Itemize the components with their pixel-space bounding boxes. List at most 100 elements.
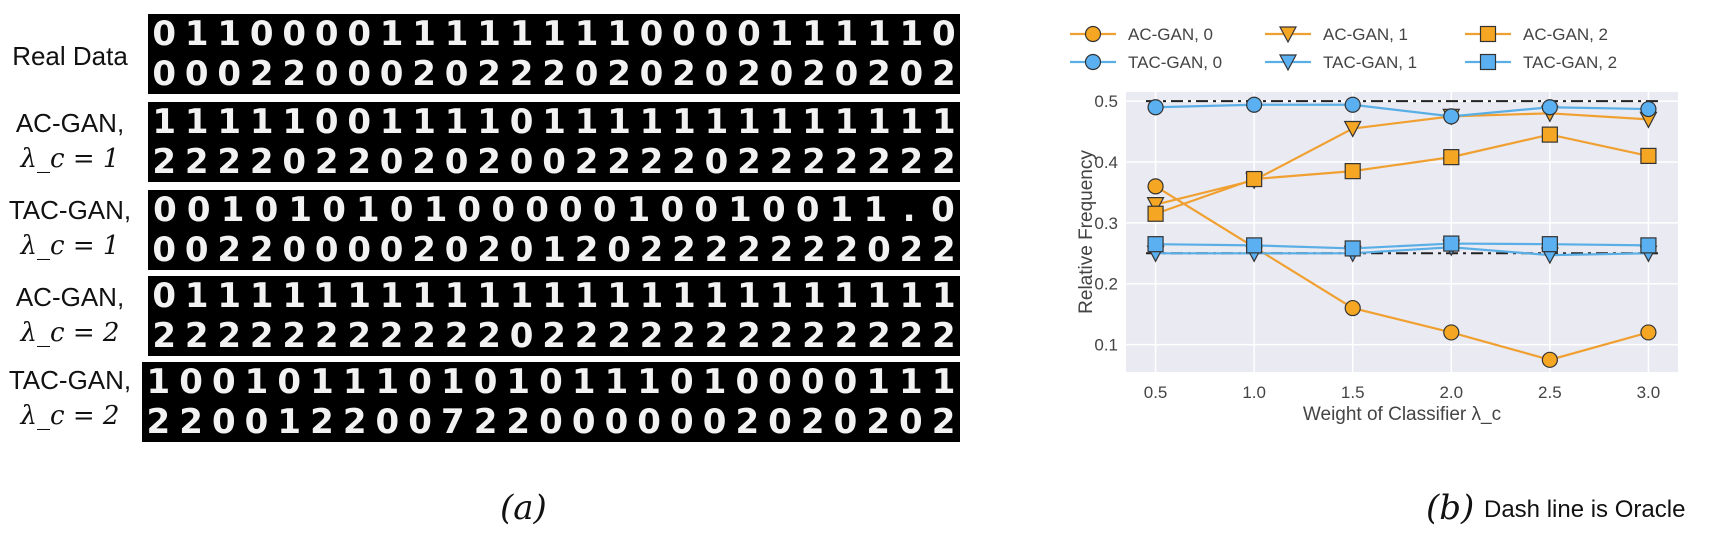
digit-sample: 2 (704, 230, 729, 270)
digit-sample: 2 (834, 142, 859, 182)
digit-sample: 0 (347, 54, 371, 94)
caption-a: (a) (500, 488, 547, 528)
digit-sample: 1 (704, 276, 729, 316)
digit-sample: 2 (342, 402, 367, 442)
series-line (1155, 133, 1649, 215)
data-point (1541, 351, 1558, 368)
data-point (1443, 235, 1460, 252)
digit-sample: 1 (829, 190, 854, 230)
data-point (1640, 324, 1657, 341)
digit-sample: 1 (440, 362, 465, 402)
digit-sample: 2 (473, 402, 498, 442)
digit-sample: 1 (509, 276, 534, 316)
digit-sample: 2 (802, 230, 826, 270)
digit-sample: 2 (249, 316, 274, 356)
digit-sample: 2 (347, 316, 371, 356)
digit-sample: 2 (737, 230, 761, 270)
digit-sample: 1 (702, 362, 727, 402)
series-line (1155, 242, 1649, 250)
digit-sample: 1 (728, 190, 752, 230)
digit-sample: 1 (704, 102, 729, 142)
digit-sample: 0 (379, 230, 404, 270)
row-label-line2: λ_c = 2 (20, 401, 120, 431)
digit-sample: 0 (899, 54, 924, 94)
digit-sample: 0 (282, 142, 307, 182)
digit-sample: 0 (314, 230, 339, 270)
digit-sample: 0 (152, 14, 177, 54)
row-label-line1: Real Data (12, 41, 128, 71)
data-point (1443, 108, 1460, 125)
digit-sample: 1 (639, 276, 664, 316)
data-point (1443, 324, 1460, 341)
digit-sample: 0 (509, 316, 534, 356)
digit-sample: 2 (899, 142, 924, 182)
data-point (1443, 149, 1460, 166)
digit-sample: 1 (220, 190, 245, 230)
digit-sample: 1 (863, 190, 888, 230)
digit-sample: 0 (672, 14, 696, 54)
digit-sample: 2 (314, 316, 339, 356)
digit-sample: 2 (672, 316, 696, 356)
digit-sample: 0 (604, 402, 629, 442)
digit-sample: 0 (834, 54, 859, 94)
digit-sample: 2 (737, 142, 761, 182)
y-tick-label: 0.4 (1094, 153, 1118, 172)
digit-sample: 2 (412, 54, 436, 94)
digit-sample: 1 (506, 362, 531, 402)
digit-sample: 1 (152, 102, 177, 142)
digit-sample: 2 (672, 230, 696, 270)
digit-sample: 1 (931, 362, 956, 402)
digit-sample: 2 (932, 54, 956, 94)
digit-sample: 2 (412, 142, 436, 182)
digit-sample: 1 (314, 276, 339, 316)
digit-sample: 2 (179, 402, 203, 442)
digit-sample: 0 (932, 14, 956, 54)
digit-sample: 2 (509, 54, 534, 94)
digit-sample: 1 (477, 14, 501, 54)
digit-sample: 0 (347, 14, 371, 54)
digit-sample: 1 (277, 402, 302, 442)
data-point (1147, 178, 1164, 195)
digit-sample: 0 (539, 362, 563, 402)
digit-sample: 0 (702, 402, 727, 442)
data-point (1640, 147, 1657, 165)
row-label-line1: TAC-GAN, (8, 195, 132, 225)
row-label-line2: λ_c = 1 (20, 144, 120, 174)
data-point (1246, 96, 1263, 113)
digit-sample: 2 (769, 316, 794, 356)
digit-sample: 0 (347, 230, 371, 270)
digit-sample: 0 (444, 54, 469, 94)
digit-sample: 1 (184, 276, 209, 316)
digit-sample: 1 (574, 102, 599, 142)
digit-sample: 2 (146, 402, 171, 442)
digit-sample: 2 (217, 142, 242, 182)
digit-sample: 2 (506, 402, 531, 442)
series-line (1154, 185, 1649, 361)
legend-label: TAC-GAN, 2 (1523, 53, 1617, 72)
digit-sample: 1 (477, 102, 501, 142)
digit-sample: 1 (571, 362, 596, 402)
digit-sample: 1 (867, 102, 891, 142)
digit-sample: 2 (574, 142, 599, 182)
digit-sample: 1 (932, 276, 956, 316)
digit-sample: 1 (604, 362, 629, 402)
digit-sample: 2 (379, 316, 404, 356)
digit-sample: 1 (356, 190, 380, 230)
digit-sample: 0 (795, 190, 820, 230)
row-label-tac-gan-2: TAC-GAN, λ_c = 2 (0, 362, 140, 434)
digit-sample: 1 (379, 14, 404, 54)
row-label-line1: TAC-GAN, (8, 365, 132, 395)
digit-sample: 1 (607, 276, 631, 316)
digit-sample: 0 (375, 402, 400, 442)
digit-sample: 2 (932, 316, 956, 356)
digit-sample: 2 (282, 316, 307, 356)
digit-sample: 1 (607, 102, 631, 142)
series-line (1155, 103, 1649, 118)
digit-sample: 1 (477, 276, 501, 316)
digit-sample: 2 (802, 142, 826, 182)
digit-sample: 1 (626, 190, 651, 230)
data-point (1147, 99, 1164, 116)
